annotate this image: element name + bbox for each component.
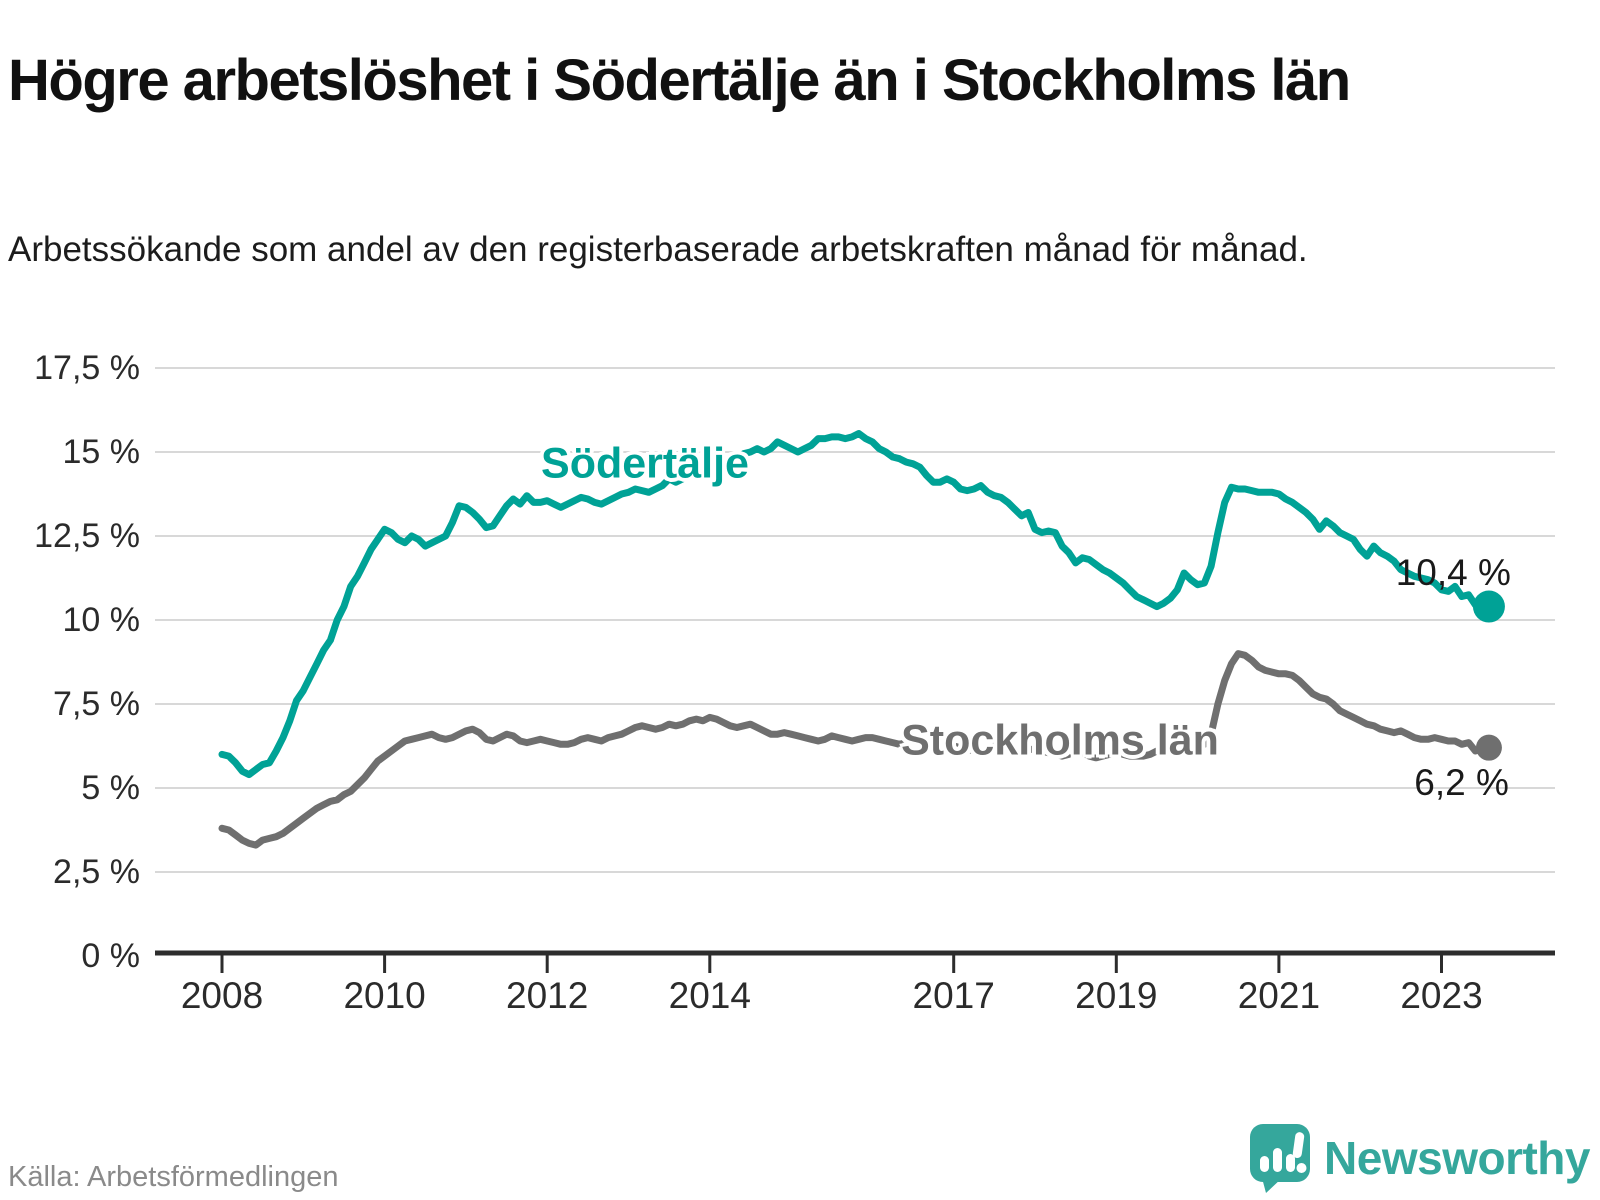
end-value-label: 10,4 % [1395, 551, 1511, 593]
x-tick-label: 2021 [1237, 975, 1321, 1016]
end-value-label: 6,2 % [1414, 761, 1509, 803]
y-tick-label: 15 % [62, 433, 141, 471]
x-tick-label: 2012 [506, 975, 589, 1016]
x-tick-label: 2008 [180, 975, 264, 1016]
y-tick-label: 17,5 % [34, 349, 140, 387]
y-tick-label: 0 % [81, 937, 140, 975]
y-tick-label: 12,5 % [34, 517, 140, 555]
x-tick-label: 2019 [1075, 975, 1158, 1016]
x-tick-label: 2010 [343, 975, 426, 1016]
series-line [218, 650, 1493, 849]
y-tick-label: 5 % [81, 769, 140, 807]
series-line [218, 430, 1493, 779]
newsworthy-icon [1250, 1124, 1311, 1193]
brand-logo: Newsworthy [1248, 1122, 1590, 1194]
x-tick-label: 2023 [1400, 975, 1483, 1016]
page-subtitle: Arbetssökande som andel av den registerb… [8, 230, 1308, 269]
series-label-sodertalje: Södertälje [541, 439, 749, 488]
page-title: Högre arbetslöshet i Södertälje än i Sto… [8, 47, 1351, 113]
y-tick-label: 7,5 % [53, 685, 140, 723]
x-tick-label: 2017 [912, 975, 995, 1016]
y-tick-label: 10 % [62, 601, 141, 639]
brand-name: Newsworthy [1324, 1132, 1590, 1184]
source-note: Källa: Arbetsförmedlingen [8, 1161, 339, 1193]
x-tick-label: 2014 [668, 975, 751, 1016]
series-end-dot [1472, 590, 1505, 623]
series-end-dot [1475, 734, 1502, 761]
y-tick-label: 2,5 % [53, 853, 140, 891]
series-label-stockholm: Stockholms län [901, 716, 1219, 765]
